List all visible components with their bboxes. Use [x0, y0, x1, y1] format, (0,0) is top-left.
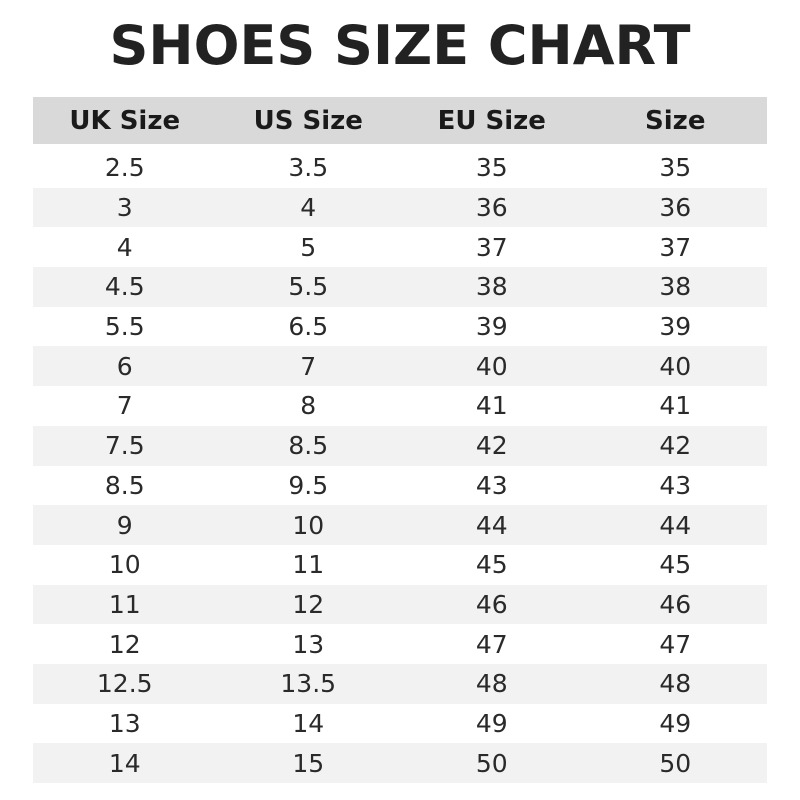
cell-size: 35 [659, 153, 692, 183]
cell-eu: 49 [475, 708, 508, 738]
cell-eu: 46 [475, 589, 508, 619]
cell-uk: 7.5 [104, 431, 145, 461]
cell-size: 46 [659, 589, 692, 619]
cell-eu: 45 [475, 550, 508, 580]
cell-uk: 10 [108, 550, 141, 580]
cell-uk: 8.5 [104, 470, 145, 500]
table-row: 9 10 44 44 [33, 505, 767, 545]
cell-size: 40 [659, 351, 692, 381]
table-row: 4 5 37 37 [33, 227, 767, 267]
cell-size: 37 [659, 232, 692, 262]
cell-uk: 13 [108, 708, 141, 738]
cell-us: 8.5 [288, 431, 329, 461]
cell-eu: 37 [475, 232, 508, 262]
table-row: 8.5 9.5 43 43 [33, 466, 767, 506]
cell-eu: 48 [475, 669, 508, 699]
cell-uk: 3 [116, 193, 133, 223]
cell-size: 49 [659, 708, 692, 738]
column-header-us: US Size [253, 105, 363, 136]
cell-size: 47 [659, 629, 692, 659]
table-row: 5.5 6.5 39 39 [33, 307, 767, 347]
cell-size: 39 [659, 312, 692, 342]
table-row: 10 11 45 45 [33, 545, 767, 585]
cell-size: 45 [659, 550, 692, 580]
cell-eu: 36 [475, 193, 508, 223]
cell-us: 13.5 [280, 669, 337, 699]
cell-size: 36 [659, 193, 692, 223]
table-header: UK Size US Size EU Size Size [33, 97, 767, 144]
cell-uk: 7 [116, 391, 133, 421]
cell-us: 4 [300, 193, 317, 223]
cell-us: 7 [300, 351, 317, 381]
table-row: 3 4 36 36 [33, 187, 767, 228]
cell-size: 42 [659, 431, 692, 461]
table-row: 11 12 46 46 [33, 584, 767, 625]
cell-us: 5.5 [288, 272, 329, 302]
cell-uk: 4.5 [104, 272, 145, 302]
column-header-size: Size [645, 105, 706, 136]
cell-us: 14 [292, 708, 325, 738]
cell-eu: 35 [475, 153, 508, 183]
cell-eu: 47 [475, 629, 508, 659]
table-row: 12.5 13.5 48 48 [33, 663, 767, 704]
cell-eu: 50 [475, 748, 508, 778]
cell-us: 8 [300, 391, 317, 421]
table-body: 2.5 3.5 35 35 3 4 36 36 4 5 37 37 4.5 5.5 38 38 5.5 6.5 39… [33, 148, 767, 783]
cell-uk: 12.5 [96, 669, 153, 699]
cell-eu: 38 [475, 272, 508, 302]
size-chart-table: UK Size US Size EU Size Size 2.5 3.5 35 35 3… [33, 97, 767, 783]
cell-us: 3.5 [288, 153, 329, 183]
cell-size: 41 [659, 391, 692, 421]
cell-eu: 44 [475, 510, 508, 540]
cell-us: 13 [292, 629, 325, 659]
cell-size: 38 [659, 272, 692, 302]
table-row: 13 14 49 49 [33, 704, 767, 744]
table-row: 12 13 47 47 [33, 624, 767, 664]
cell-us: 15 [292, 748, 325, 778]
cell-us: 11 [292, 550, 325, 580]
cell-uk: 12 [108, 629, 141, 659]
cell-us: 12 [292, 589, 325, 619]
cell-size: 50 [659, 748, 692, 778]
cell-uk: 4 [116, 232, 133, 262]
cell-us: 5 [300, 232, 317, 262]
table-row: 7 8 41 41 [33, 386, 767, 426]
cell-uk: 11 [108, 589, 141, 619]
cell-eu: 41 [475, 391, 508, 421]
cell-uk: 2.5 [104, 153, 145, 183]
cell-size: 43 [659, 470, 692, 500]
cell-eu: 40 [475, 351, 508, 381]
cell-uk: 14 [108, 748, 141, 778]
cell-eu: 42 [475, 431, 508, 461]
cell-eu: 39 [475, 312, 508, 342]
cell-us: 10 [292, 510, 325, 540]
cell-size: 48 [659, 669, 692, 699]
cell-uk: 5.5 [104, 312, 145, 342]
column-header-eu: EU Size [437, 105, 546, 136]
column-header-uk: UK Size [69, 105, 181, 136]
cell-uk: 9 [116, 510, 133, 540]
table-row: 2.5 3.5 35 35 [33, 148, 767, 188]
cell-us: 6.5 [288, 312, 329, 342]
table-row: 6 7 40 40 [33, 346, 767, 387]
table-row: 4.5 5.5 38 38 [33, 267, 767, 307]
page-title: SHOES SIZE CHART [109, 14, 691, 77]
cell-eu: 43 [475, 470, 508, 500]
cell-size: 44 [659, 510, 692, 540]
cell-us: 9.5 [288, 470, 329, 500]
table-row: 14 15 50 50 [33, 743, 767, 783]
table-row: 7.5 8.5 42 42 [33, 425, 767, 466]
cell-uk: 6 [116, 351, 133, 381]
